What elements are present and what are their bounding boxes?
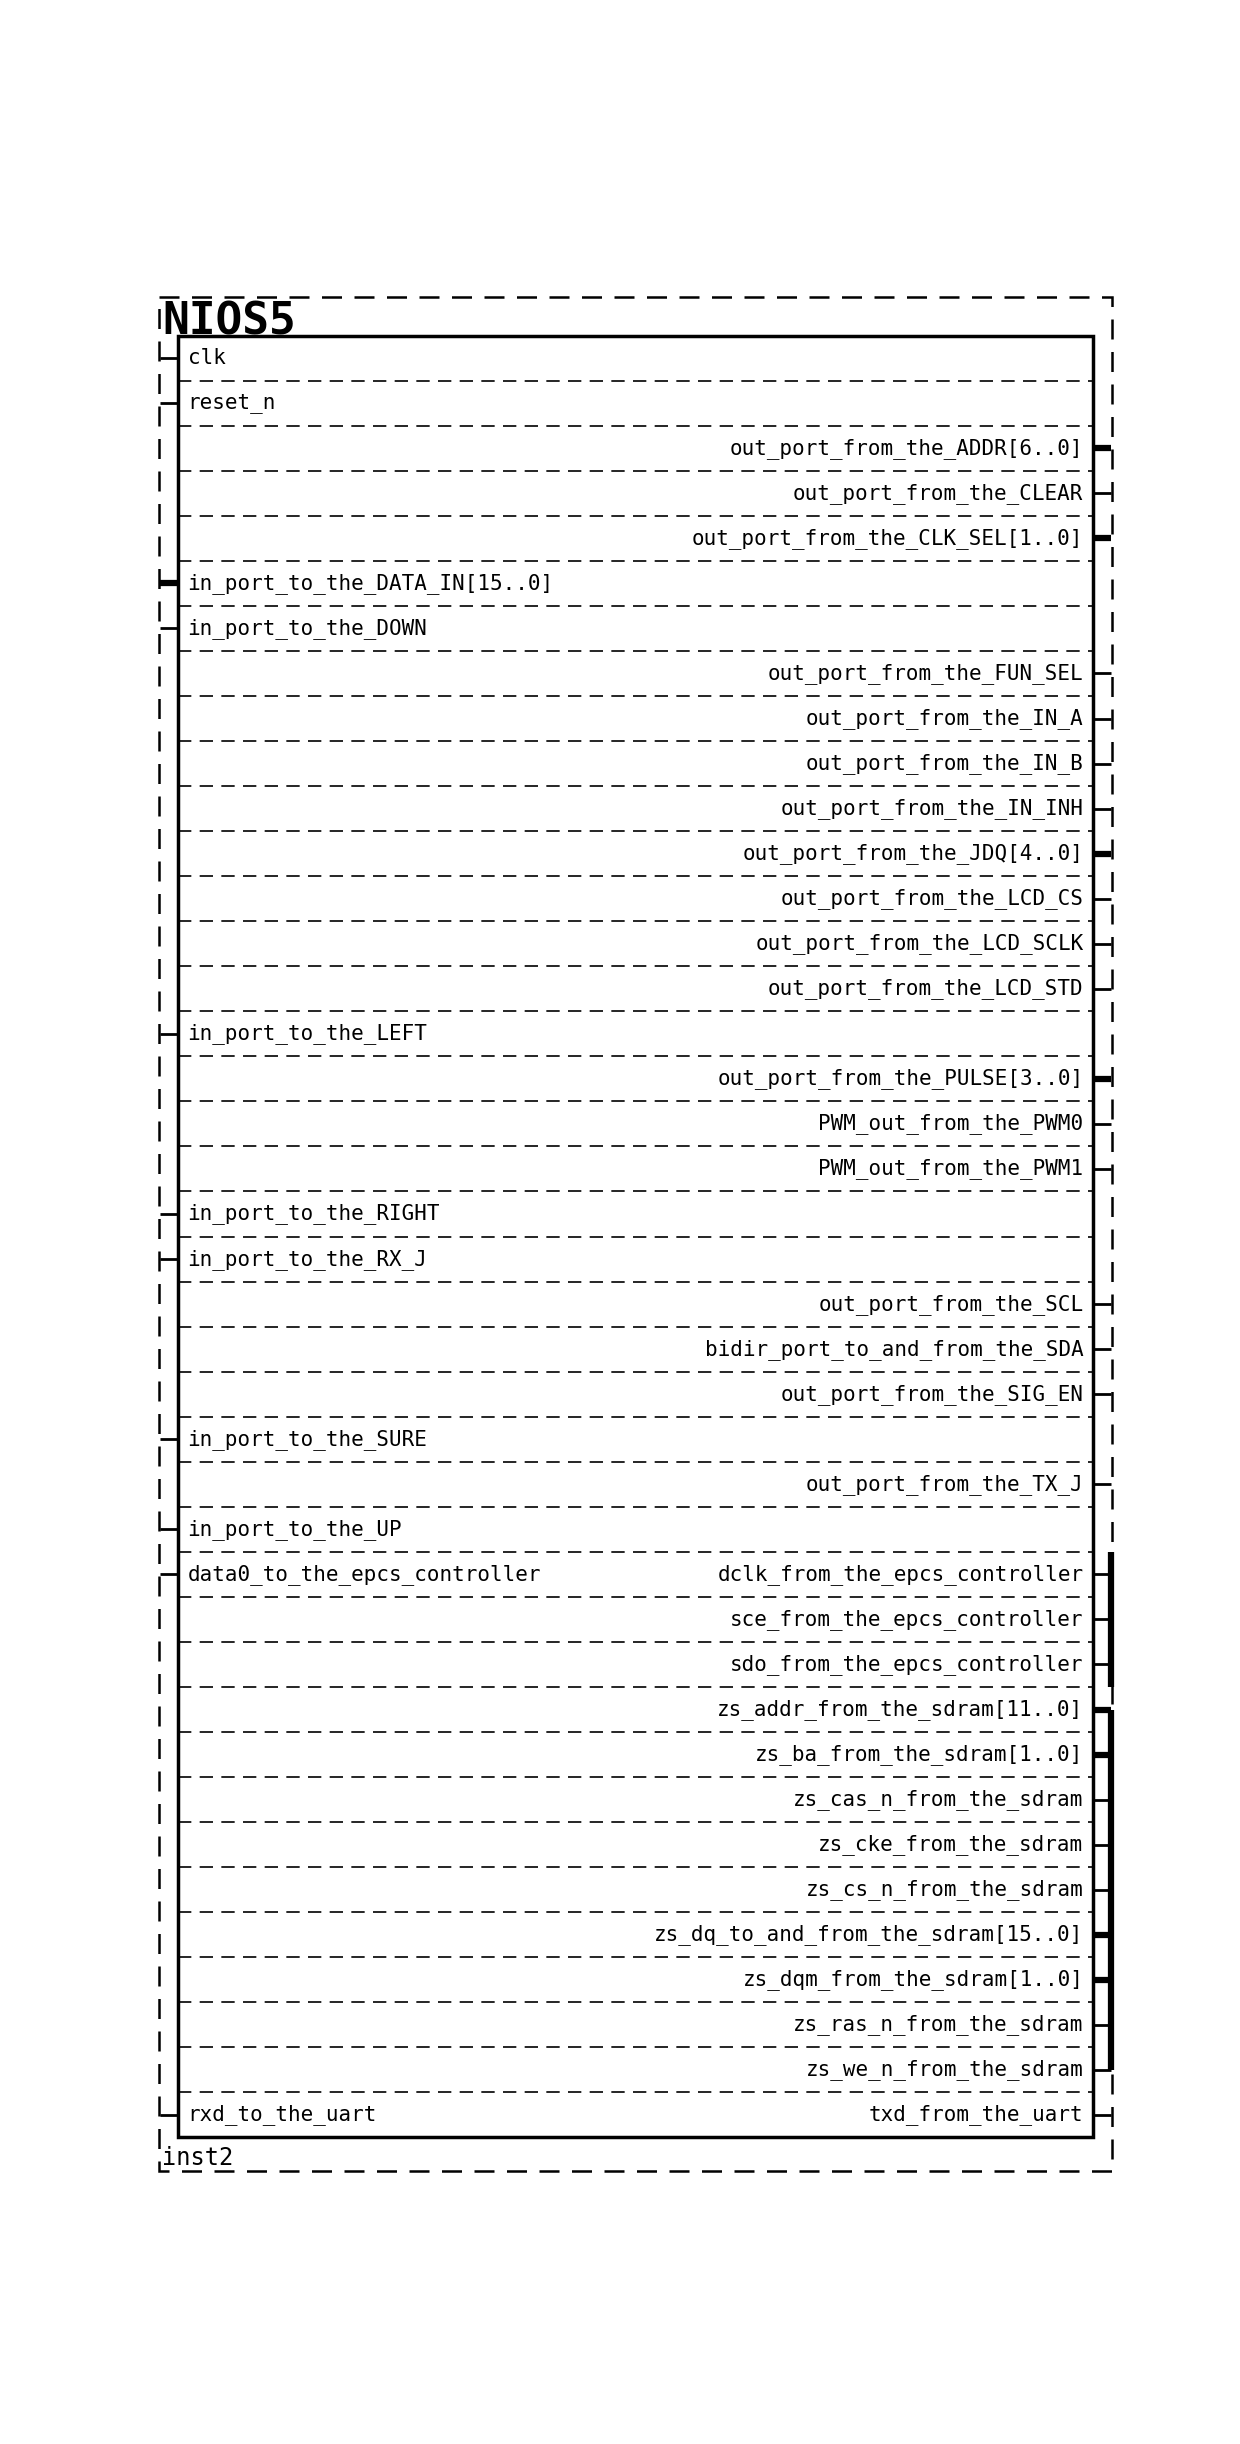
Text: out_port_from_the_SIG_EN: out_port_from_the_SIG_EN xyxy=(780,1383,1084,1405)
Text: inst2: inst2 xyxy=(162,2146,233,2170)
Text: out_port_from_the_FUN_SEL: out_port_from_the_FUN_SEL xyxy=(768,662,1084,684)
Text: zs_dq_to_and_from_the_sdram[15..0]: zs_dq_to_and_from_the_sdram[15..0] xyxy=(655,1923,1084,1945)
Text: zs_ras_n_from_the_sdram: zs_ras_n_from_the_sdram xyxy=(794,2014,1084,2036)
Text: out_port_from_the_TX_J: out_port_from_the_TX_J xyxy=(806,1474,1084,1496)
Text: out_port_from_the_SCL: out_port_from_the_SCL xyxy=(818,1293,1084,1315)
Text: reset_n: reset_n xyxy=(187,393,277,413)
Text: out_port_from_the_IN_INH: out_port_from_the_IN_INH xyxy=(780,799,1084,819)
Text: in_port_to_the_SURE: in_port_to_the_SURE xyxy=(187,1430,428,1449)
Text: in_port_to_the_RX_J: in_port_to_the_RX_J xyxy=(187,1249,428,1268)
Text: zs_addr_from_the_sdram[11..0]: zs_addr_from_the_sdram[11..0] xyxy=(717,1699,1084,1721)
Text: data0_to_the_epcs_controller: data0_to_the_epcs_controller xyxy=(187,1564,541,1584)
Text: PWM_out_from_the_PWM0: PWM_out_from_the_PWM0 xyxy=(818,1114,1084,1134)
Text: out_port_from_the_ADDR[6..0]: out_port_from_the_ADDR[6..0] xyxy=(730,437,1084,459)
Text: sce_from_the_epcs_controller: sce_from_the_epcs_controller xyxy=(730,1608,1084,1630)
Text: bidir_port_to_and_from_the_SDA: bidir_port_to_and_from_the_SDA xyxy=(704,1339,1084,1359)
Text: zs_cke_from_the_sdram: zs_cke_from_the_sdram xyxy=(818,1833,1084,1855)
Text: in_port_to_the_DOWN: in_port_to_the_DOWN xyxy=(187,618,428,638)
Text: out_port_from_the_PULSE[3..0]: out_port_from_the_PULSE[3..0] xyxy=(717,1068,1084,1090)
Text: rxd_to_the_uart: rxd_to_the_uart xyxy=(187,2104,377,2126)
Text: out_port_from_the_CLEAR: out_port_from_the_CLEAR xyxy=(794,484,1084,503)
Text: dclk_from_the_epcs_controller: dclk_from_the_epcs_controller xyxy=(717,1564,1084,1584)
Text: out_port_from_the_IN_A: out_port_from_the_IN_A xyxy=(806,709,1084,728)
Text: zs_cas_n_from_the_sdram: zs_cas_n_from_the_sdram xyxy=(794,1789,1084,1811)
Text: zs_dqm_from_the_sdram[1..0]: zs_dqm_from_the_sdram[1..0] xyxy=(743,1970,1084,1989)
Text: in_port_to_the_UP: in_port_to_the_UP xyxy=(187,1518,402,1540)
Text: NIOS5: NIOS5 xyxy=(162,301,295,342)
Text: in_port_to_the_DATA_IN[15..0]: in_port_to_the_DATA_IN[15..0] xyxy=(187,572,554,594)
Text: PWM_out_from_the_PWM1: PWM_out_from_the_PWM1 xyxy=(818,1158,1084,1180)
Text: out_port_from_the_IN_B: out_port_from_the_IN_B xyxy=(806,753,1084,775)
Text: zs_ba_from_the_sdram[1..0]: zs_ba_from_the_sdram[1..0] xyxy=(755,1745,1084,1765)
Text: sdo_from_the_epcs_controller: sdo_from_the_epcs_controller xyxy=(730,1655,1084,1674)
Text: zs_we_n_from_the_sdram: zs_we_n_from_the_sdram xyxy=(806,2060,1084,2080)
Text: out_port_from_the_CLK_SEL[1..0]: out_port_from_the_CLK_SEL[1..0] xyxy=(692,528,1084,550)
Text: out_port_from_the_LCD_SCLK: out_port_from_the_LCD_SCLK xyxy=(755,934,1084,953)
Text: clk: clk xyxy=(187,347,226,369)
Text: in_port_to_the_LEFT: in_port_to_the_LEFT xyxy=(187,1024,428,1044)
Text: in_port_to_the_RIGHT: in_port_to_the_RIGHT xyxy=(187,1202,440,1224)
Text: out_port_from_the_LCD_STD: out_port_from_the_LCD_STD xyxy=(768,978,1084,1000)
Text: out_port_from_the_LCD_CS: out_port_from_the_LCD_CS xyxy=(780,887,1084,909)
Text: zs_cs_n_from_the_sdram: zs_cs_n_from_the_sdram xyxy=(806,1879,1084,1899)
Text: txd_from_the_uart: txd_from_the_uart xyxy=(869,2104,1084,2126)
Text: out_port_from_the_JDQ[4..0]: out_port_from_the_JDQ[4..0] xyxy=(743,843,1084,865)
